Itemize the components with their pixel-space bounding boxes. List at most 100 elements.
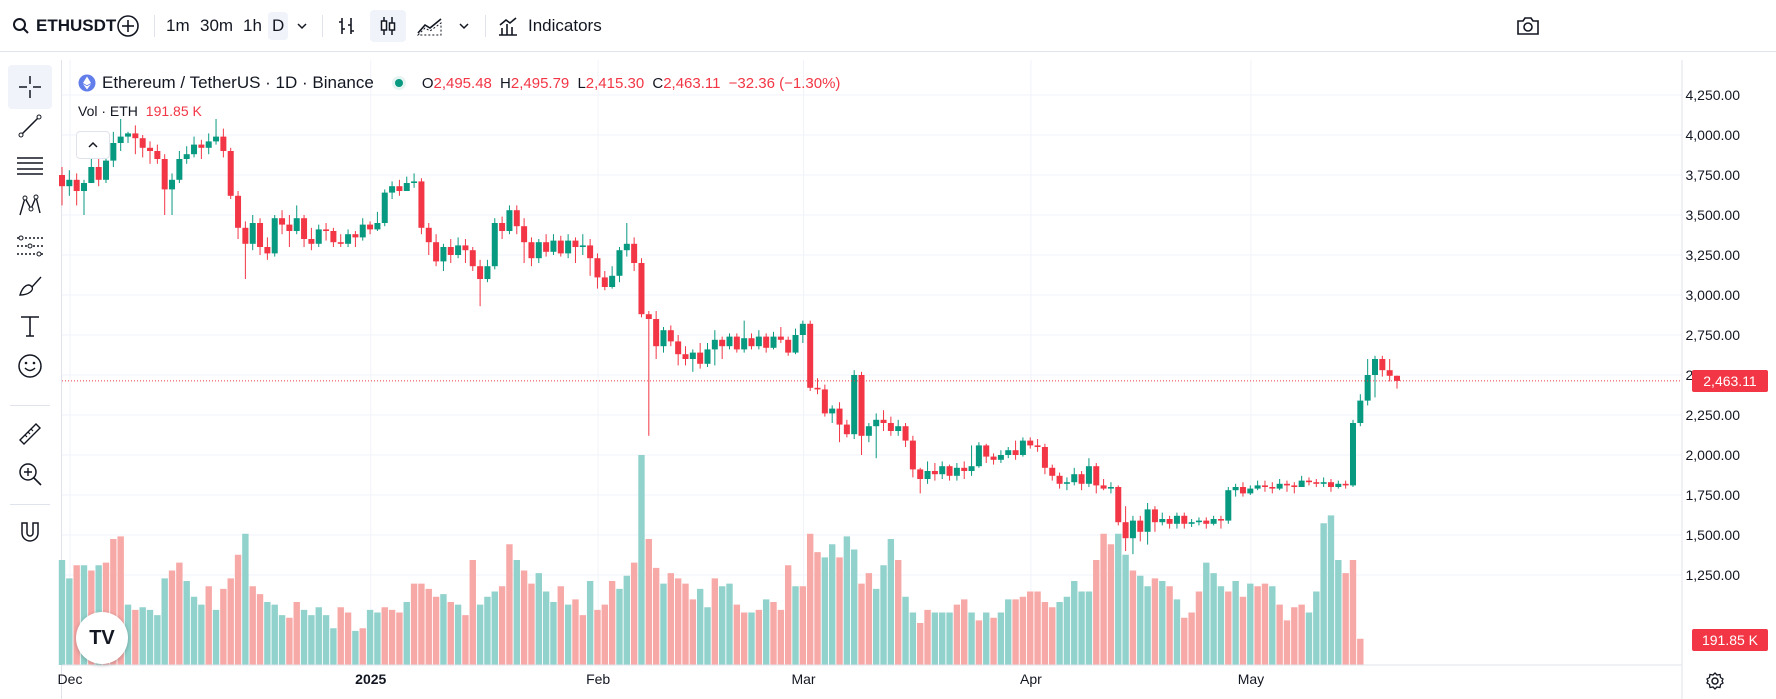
- candle: [1085, 458, 1092, 487]
- candle-body: [858, 375, 865, 436]
- bar-style-button[interactable]: [336, 0, 358, 52]
- candle: [73, 173, 80, 206]
- tradingview-logo[interactable]: TV: [76, 612, 128, 664]
- volume-bar: [278, 615, 286, 665]
- candle-body: [1247, 488, 1254, 494]
- candle-body: [396, 186, 403, 191]
- candle: [983, 443, 990, 463]
- candle: [660, 327, 667, 353]
- candle: [337, 234, 344, 247]
- candle: [425, 223, 432, 255]
- volume-bar: [1247, 583, 1254, 665]
- indicators-button[interactable]: Indicators: [497, 0, 602, 52]
- candle-body: [88, 167, 95, 183]
- high-value: 2,495.79: [510, 74, 570, 92]
- volume-bar: [674, 578, 682, 665]
- volume-bar: [983, 612, 990, 665]
- candle-body: [367, 224, 374, 230]
- volume-bar: [762, 599, 770, 665]
- candle: [411, 173, 418, 188]
- divider: [10, 504, 50, 505]
- interval-30m[interactable]: 30m: [200, 16, 234, 35]
- candle-body: [198, 144, 205, 148]
- crosshair-tool[interactable]: [8, 65, 52, 109]
- forecast-tool[interactable]: [8, 224, 52, 268]
- candle-body: [1027, 440, 1034, 446]
- interval-dropdown[interactable]: [295, 0, 309, 52]
- brush-tool[interactable]: [8, 264, 52, 308]
- magnet-tool[interactable]: [8, 510, 52, 554]
- candle-body: [59, 175, 65, 187]
- volume-bar: [403, 602, 410, 665]
- candle-body: [323, 229, 330, 231]
- candle-body: [1305, 480, 1312, 483]
- ruler-icon: [19, 423, 41, 445]
- volume-bar: [1225, 591, 1232, 665]
- candle-body: [249, 223, 256, 244]
- pattern-tool[interactable]: [8, 184, 52, 228]
- price-tick-label: 3,250.00: [1686, 247, 1741, 263]
- volume-bar: [1115, 533, 1122, 665]
- volume-bar: [66, 578, 73, 665]
- candle: [1159, 512, 1166, 526]
- volume-bar: [183, 581, 190, 665]
- candles-style-button[interactable]: [370, 10, 406, 42]
- compare-symbol-button[interactable]: [116, 0, 140, 52]
- text-tool[interactable]: [8, 304, 52, 348]
- screenshot-button[interactable]: [1515, 0, 1541, 52]
- candle-body: [572, 240, 579, 247]
- symbol-search[interactable]: ETHUSDT: [12, 0, 116, 52]
- change-value: −32.36 (−1.30%): [728, 74, 841, 92]
- candle: [242, 221, 249, 279]
- candle: [711, 330, 718, 366]
- fib-tool[interactable]: [8, 144, 52, 188]
- volume-bar: [1261, 583, 1269, 665]
- volume-bar: [873, 588, 880, 665]
- candle-body: [1122, 522, 1129, 539]
- trend-line-icon: [18, 114, 42, 138]
- zoom-in-tool[interactable]: [8, 452, 52, 496]
- time-axis[interactable]: Dec 2025 Feb Mar Apr May: [58, 671, 1265, 687]
- close-value: 2,463.11: [663, 74, 721, 92]
- price-axis[interactable]: 4,250.00 4,000.00 3,750.00 3,500.00 3,250.00…: [1686, 87, 1741, 583]
- candle-body: [579, 245, 586, 247]
- chart-grid: [62, 60, 1682, 665]
- candle-body: [1320, 482, 1327, 484]
- interval-d[interactable]: D: [268, 12, 289, 40]
- collapse-legend-button[interactable]: [76, 131, 110, 159]
- candle-body: [1085, 466, 1092, 484]
- candle: [785, 336, 792, 356]
- volume-bar: [843, 536, 851, 665]
- volume-bar: [146, 609, 154, 665]
- candle: [154, 144, 161, 164]
- candle: [843, 419, 850, 438]
- volume-bar: [718, 586, 726, 665]
- emoji-tool[interactable]: [8, 344, 52, 388]
- volume-bar: [484, 596, 491, 665]
- candle: [110, 131, 117, 167]
- volume-bar: [1027, 591, 1034, 665]
- volume-bar: [616, 588, 623, 665]
- interval-1m[interactable]: 1m: [166, 16, 190, 35]
- candlesticks: [59, 119, 1400, 555]
- trend-line-tool[interactable]: [8, 104, 52, 148]
- chart-type-dropdown[interactable]: [457, 0, 471, 52]
- settings-button[interactable]: [1705, 671, 1725, 696]
- candle: [587, 239, 594, 276]
- candle: [1005, 447, 1012, 459]
- candle-body: [675, 341, 682, 355]
- measure-tool[interactable]: [8, 412, 52, 456]
- time-tick-label: 2025: [355, 671, 386, 687]
- candle-body: [843, 424, 850, 435]
- candle: [183, 146, 190, 164]
- candle: [367, 221, 374, 235]
- candle-body: [975, 445, 982, 467]
- candle-body: [1195, 520, 1202, 523]
- volume-bar: [799, 586, 807, 665]
- area-style-button[interactable]: [416, 0, 444, 52]
- candle: [1232, 483, 1239, 497]
- interval-1h[interactable]: 1h: [243, 16, 262, 35]
- volume-bar: [623, 575, 631, 665]
- candle: [1342, 480, 1349, 489]
